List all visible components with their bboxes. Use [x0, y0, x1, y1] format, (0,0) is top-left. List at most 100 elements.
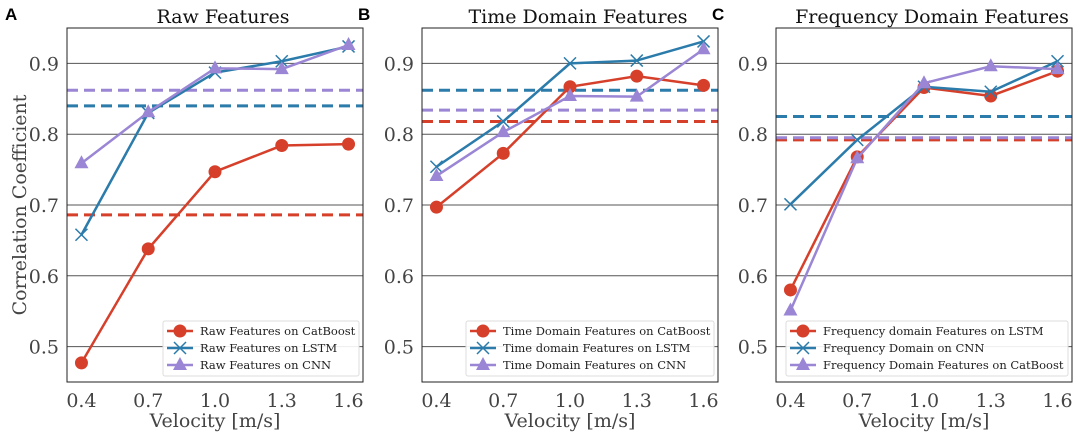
marker-triangle — [696, 41, 711, 55]
legend-label: Time domain Features on LSTM — [503, 341, 691, 355]
marker-triangle — [563, 87, 577, 101]
marker-triangle — [496, 124, 511, 138]
x-tick-label: 1.0 — [555, 390, 585, 412]
series-line — [435, 40, 704, 168]
series-0 — [74, 137, 356, 370]
legend-label: Frequency Domain on CNN — [823, 341, 984, 355]
x-tick-label: 1.0 — [909, 390, 939, 412]
y-tick-label: 0.7 — [738, 195, 768, 217]
y-tick-label: 0.7 — [384, 195, 414, 217]
legend-label: Time Domain Features on CatBoost — [503, 324, 711, 338]
marker-x — [173, 341, 187, 355]
marker-x — [74, 228, 88, 242]
x-tick-label: 0.7 — [842, 390, 872, 412]
marker-triangle — [983, 58, 998, 72]
legend-box — [785, 320, 1069, 377]
legend-label: Raw Features on LSTM — [200, 341, 337, 355]
series-2 — [74, 36, 356, 169]
marker-circle — [796, 324, 810, 338]
marker-x — [984, 85, 998, 99]
y-tick-label: 0.9 — [738, 53, 768, 75]
marker-x — [496, 114, 510, 128]
marker-x — [796, 341, 810, 355]
x-tick-label: 1.0 — [200, 390, 230, 412]
series-line — [789, 70, 1058, 291]
x-tick-label: 1.3 — [267, 390, 297, 412]
y-tick-label: 0.6 — [738, 266, 768, 288]
marker-triangle — [208, 60, 222, 74]
marker-x — [630, 54, 644, 68]
series-2 — [429, 41, 711, 181]
x-axis-label: Velocity [m/s] — [858, 410, 990, 432]
series-line — [789, 64, 1058, 311]
marker-circle — [429, 200, 443, 214]
x-tick-label: 0.4 — [66, 390, 96, 412]
series-line — [80, 45, 349, 236]
legend: Frequency domain Features on LSTM Frequen… — [785, 320, 1069, 377]
chart-title: Time Domain Features — [468, 6, 687, 28]
series-1 — [429, 34, 711, 174]
y-tick-label: 0.9 — [384, 53, 414, 75]
marker-circle — [496, 146, 510, 160]
x-tick-label: 1.3 — [976, 390, 1006, 412]
x-tick-label: 0.7 — [133, 390, 163, 412]
y-tick-label: 0.5 — [29, 337, 59, 359]
y-tick-label: 0.9 — [29, 53, 59, 75]
marker-triangle — [476, 357, 490, 370]
legend-label: Raw Features on CatBoost — [200, 324, 356, 338]
panel-label: B — [358, 5, 370, 24]
panel-B: B Time Domain Features 0.5 0.6 0.7 0.8 0.9 0.4 0… — [358, 5, 719, 432]
legend-label: Frequency Domain Features on CatBoost — [823, 358, 1064, 372]
series-0 — [783, 64, 1065, 297]
marker-x — [429, 160, 443, 174]
y-tick-label: 0.5 — [738, 337, 768, 359]
y-tick-label: 0.8 — [738, 124, 768, 146]
axes-frame — [775, 27, 1073, 383]
marker-x — [476, 341, 490, 355]
legend: Raw Features on CatBoost Raw Features on … — [162, 320, 360, 377]
y-axis-label: Correlation Coefficient — [9, 94, 31, 315]
legend-label: Time Domain Features on CNN — [503, 358, 686, 372]
x-tick-label: 1.3 — [622, 390, 652, 412]
y-tick-label: 0.5 — [384, 337, 414, 359]
x-axis-label: Velocity [m/s] — [504, 410, 636, 432]
x-tick-label: 0.4 — [775, 390, 805, 412]
marker-x — [563, 56, 577, 70]
marker-triangle — [141, 104, 156, 118]
marker-triangle — [173, 357, 187, 370]
marker-circle — [275, 139, 289, 153]
panel-C: C Frequency Domain Features 0.5 0.6 0.7 0.8 0.… — [712, 5, 1073, 432]
marker-circle — [173, 324, 187, 338]
marker-circle — [342, 137, 356, 151]
marker-circle — [630, 69, 644, 83]
series-0 — [429, 69, 711, 214]
axes-frame — [66, 27, 364, 383]
x-tick-label: 1.6 — [333, 390, 363, 412]
x-tick-label: 1.6 — [688, 390, 718, 412]
series-line — [435, 48, 705, 178]
marker-triangle — [341, 36, 356, 50]
marker-circle — [208, 165, 222, 179]
marker-x — [850, 133, 864, 147]
panel-label: A — [5, 5, 17, 24]
marker-circle — [563, 80, 577, 94]
x-axis-label: Velocity [m/s] — [149, 410, 281, 432]
series-2 — [783, 58, 1065, 316]
y-tick-label: 0.6 — [384, 266, 414, 288]
x-tick-label: 0.7 — [488, 390, 518, 412]
legend-box — [465, 320, 715, 377]
panel-label: C — [712, 5, 724, 24]
axes-frame — [421, 27, 719, 383]
chart-title: Frequency Domain Features — [795, 6, 1069, 28]
marker-circle — [141, 242, 155, 256]
marker-triangle — [274, 61, 289, 75]
chart-title: Raw Features — [156, 6, 289, 28]
y-tick-label: 0.7 — [29, 195, 59, 217]
legend-box — [162, 320, 360, 377]
y-tick-label: 0.8 — [384, 124, 414, 146]
marker-circle — [783, 283, 797, 297]
marker-x — [783, 197, 797, 211]
marker-triangle — [796, 357, 810, 370]
